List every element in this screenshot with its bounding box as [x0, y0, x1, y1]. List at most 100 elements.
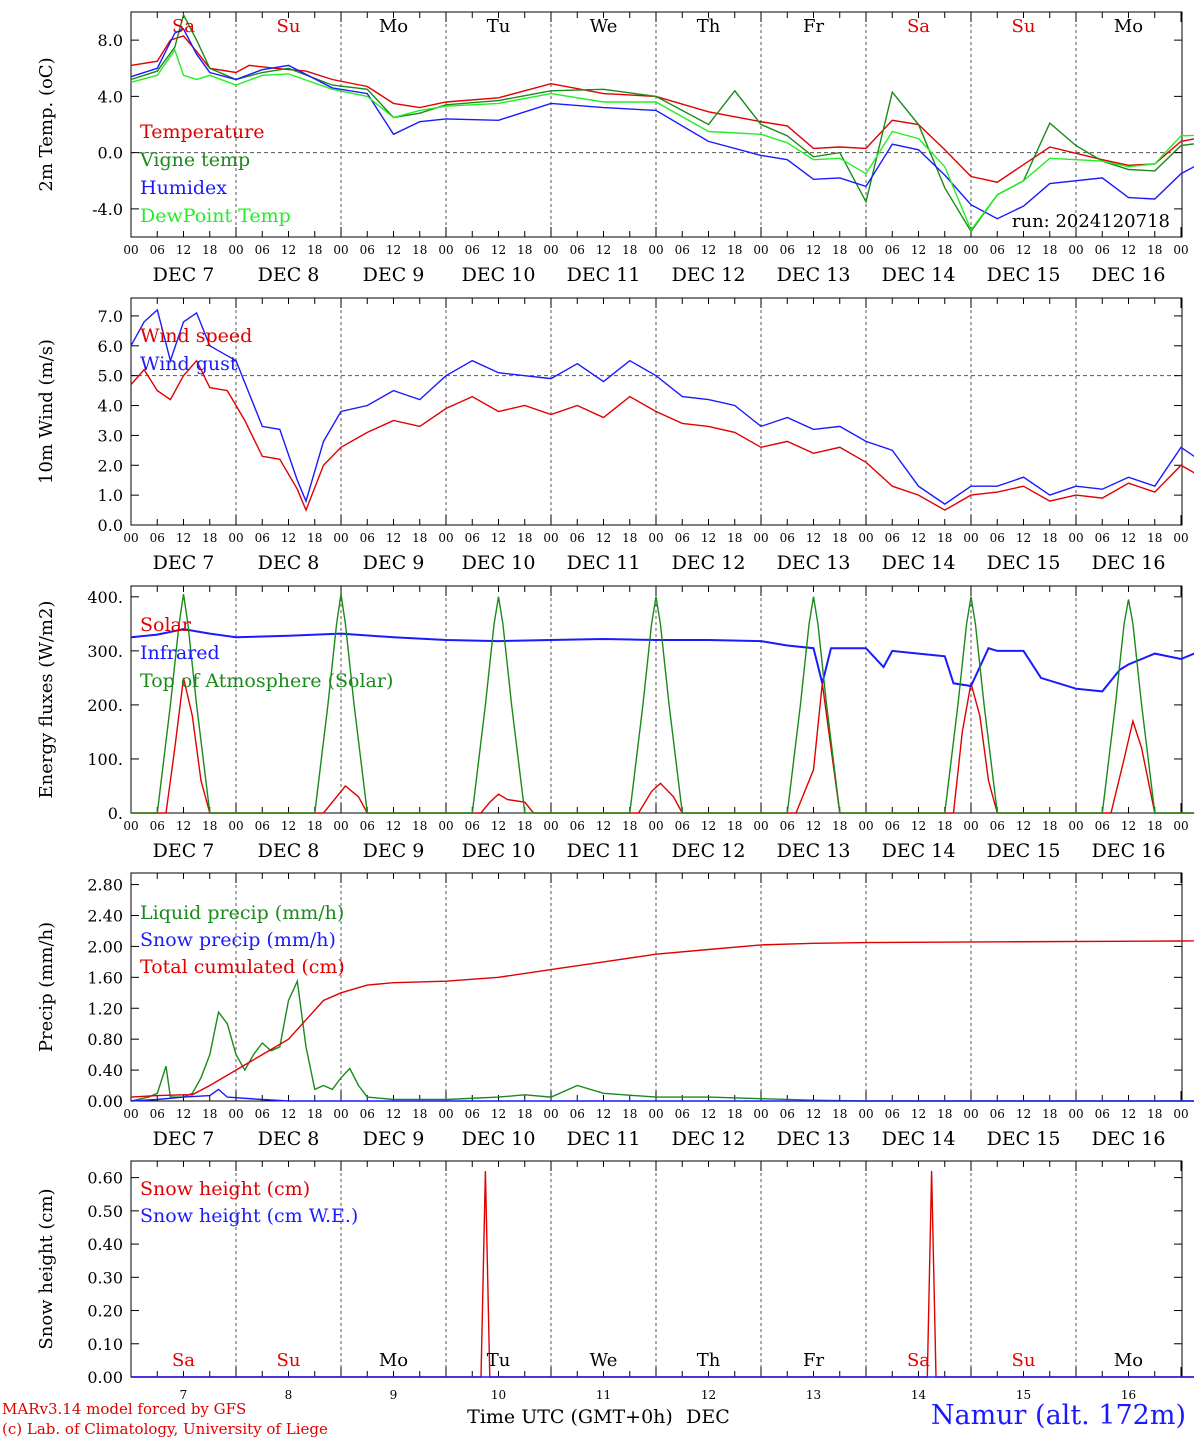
hour-tick-label: 00 — [333, 243, 348, 257]
hour-tick-label: 12 — [806, 531, 821, 545]
y-tick-label: 1.60 — [87, 968, 123, 987]
day-number: 8 — [285, 1388, 293, 1402]
legend-entry: Snow height (cm) — [140, 1178, 310, 1200]
run-annotation: run: 2024120718 — [1012, 211, 1170, 232]
weekday-label: Th — [697, 16, 721, 37]
hour-tick-label: 18 — [412, 1107, 427, 1121]
hour-tick-label: 00 — [1068, 819, 1083, 833]
hour-tick-label: 18 — [307, 531, 322, 545]
hour-tick-label: 12 — [281, 531, 296, 545]
hour-tick-label: 06 — [570, 1107, 585, 1121]
hour-tick-label: 18 — [307, 243, 322, 257]
hour-tick-label: 18 — [1147, 819, 1162, 833]
hour-tick-label: 18 — [1042, 1107, 1057, 1121]
hour-tick-label: 00 — [123, 819, 138, 833]
model-credit: MARv3.14 model forced by GFS — [2, 1400, 247, 1418]
hour-tick-label: 12 — [386, 1107, 401, 1121]
hour-tick-label: 06 — [885, 531, 900, 545]
weekday-label: We — [590, 16, 618, 37]
hour-tick-label: 12 — [1016, 819, 1031, 833]
legend-entry: Snow precip (mm/h) — [140, 929, 336, 951]
hour-tick-label: 00 — [228, 1107, 243, 1121]
hour-tick-label: 00 — [543, 1107, 558, 1121]
y-tick-label: 6.0 — [98, 337, 123, 356]
hour-tick-label: 00 — [963, 819, 978, 833]
series-line-snow-precip-mm-h- — [130, 1088, 1194, 1102]
day-label: DEC 10 — [462, 264, 536, 286]
hour-tick-label: 00 — [1173, 1107, 1188, 1121]
day-label: DEC 15 — [987, 264, 1061, 286]
hour-tick-label: 00 — [543, 531, 558, 545]
hour-tick-label: 18 — [727, 819, 742, 833]
hour-tick-label: 00 — [858, 531, 873, 545]
weekday-label: Mo — [379, 16, 408, 37]
series-line-temperature — [130, 35, 1194, 183]
hour-tick-label: 00 — [333, 819, 348, 833]
hour-tick-label: 12 — [1121, 243, 1136, 257]
day-label: DEC 13 — [777, 552, 851, 574]
day-label: DEC 7 — [153, 1128, 215, 1150]
hour-tick-label: 00 — [963, 531, 978, 545]
month-label: DEC — [686, 1406, 730, 1428]
day-label: DEC 16 — [1092, 840, 1166, 862]
weekday-label: Fr — [803, 16, 824, 37]
legend-entry: Wind speed — [140, 325, 252, 347]
y-axis-title: Precip (mm/h) — [36, 922, 57, 1052]
hour-tick-label: 12 — [491, 1107, 506, 1121]
hour-tick-label: 18 — [517, 819, 532, 833]
hour-tick-label: 12 — [596, 243, 611, 257]
hour-tick-label: 06 — [1095, 819, 1110, 833]
series-line-liquid-precip-mm-h- — [130, 978, 1194, 1102]
hour-tick-label: 00 — [1173, 819, 1188, 833]
y-axis-title: Snow height (cm) — [36, 1188, 57, 1349]
hour-tick-label: 18 — [832, 819, 847, 833]
day-label: DEC 13 — [777, 264, 851, 286]
hour-tick-label: 00 — [858, 819, 873, 833]
hour-tick-label: 06 — [570, 819, 585, 833]
hour-tick-label: 18 — [307, 819, 322, 833]
hour-tick-label: 18 — [1042, 819, 1057, 833]
y-tick-label: 0.30 — [87, 1268, 123, 1287]
panel-2 — [130, 297, 1194, 526]
weekday-label: Mo — [1114, 1350, 1143, 1371]
y-tick-label: 0.50 — [87, 1202, 123, 1221]
hour-tick-label: 06 — [360, 1107, 375, 1121]
day-number: 15 — [1016, 1388, 1031, 1402]
hour-tick-label: 00 — [1068, 1107, 1083, 1121]
hour-tick-label: 12 — [596, 1107, 611, 1121]
day-number: 13 — [806, 1388, 821, 1402]
hour-tick-label: 00 — [438, 1107, 453, 1121]
weekday-label: Su — [277, 16, 301, 37]
hour-tick-label: 06 — [360, 819, 375, 833]
y-tick-label: 2.0 — [98, 456, 123, 475]
y-tick-label: 0. — [108, 804, 123, 823]
hour-tick-label: 12 — [911, 819, 926, 833]
hour-tick-label: 00 — [858, 1107, 873, 1121]
hour-tick-label: 12 — [701, 243, 716, 257]
weekday-label: Sa — [172, 16, 195, 37]
hour-tick-label: 06 — [990, 531, 1005, 545]
day-label: DEC 15 — [987, 840, 1061, 862]
hour-tick-label: 12 — [806, 243, 821, 257]
hour-tick-label: 12 — [1121, 819, 1136, 833]
station-name: Namur (alt. 172m) — [930, 1400, 1186, 1431]
legend-entry: DewPoint Temp — [140, 205, 291, 227]
y-axis-title: 2m Temp. (oC) — [36, 57, 57, 191]
y-tick-label: 100. — [87, 750, 123, 769]
day-label: DEC 16 — [1092, 552, 1166, 574]
day-number: 9 — [390, 1388, 398, 1402]
day-number: 16 — [1121, 1388, 1136, 1402]
hour-tick-label: 00 — [333, 1107, 348, 1121]
time-axis-label: Time UTC (GMT+0h) — [467, 1406, 673, 1428]
hour-tick-label: 12 — [386, 531, 401, 545]
weekday-label: Su — [1012, 1350, 1036, 1371]
legend-entry: Snow height (cm W.E.) — [140, 1205, 358, 1227]
day-label: DEC 14 — [882, 1128, 956, 1150]
y-tick-label: 8.0 — [98, 31, 123, 50]
hour-tick-label: 00 — [543, 243, 558, 257]
hour-tick-label: 00 — [963, 1107, 978, 1121]
y-tick-label: 200. — [87, 696, 123, 715]
weekday-label: Tu — [487, 16, 511, 37]
y-tick-label: 0.00 — [87, 1368, 123, 1387]
weekday-label: Tu — [487, 1350, 511, 1371]
